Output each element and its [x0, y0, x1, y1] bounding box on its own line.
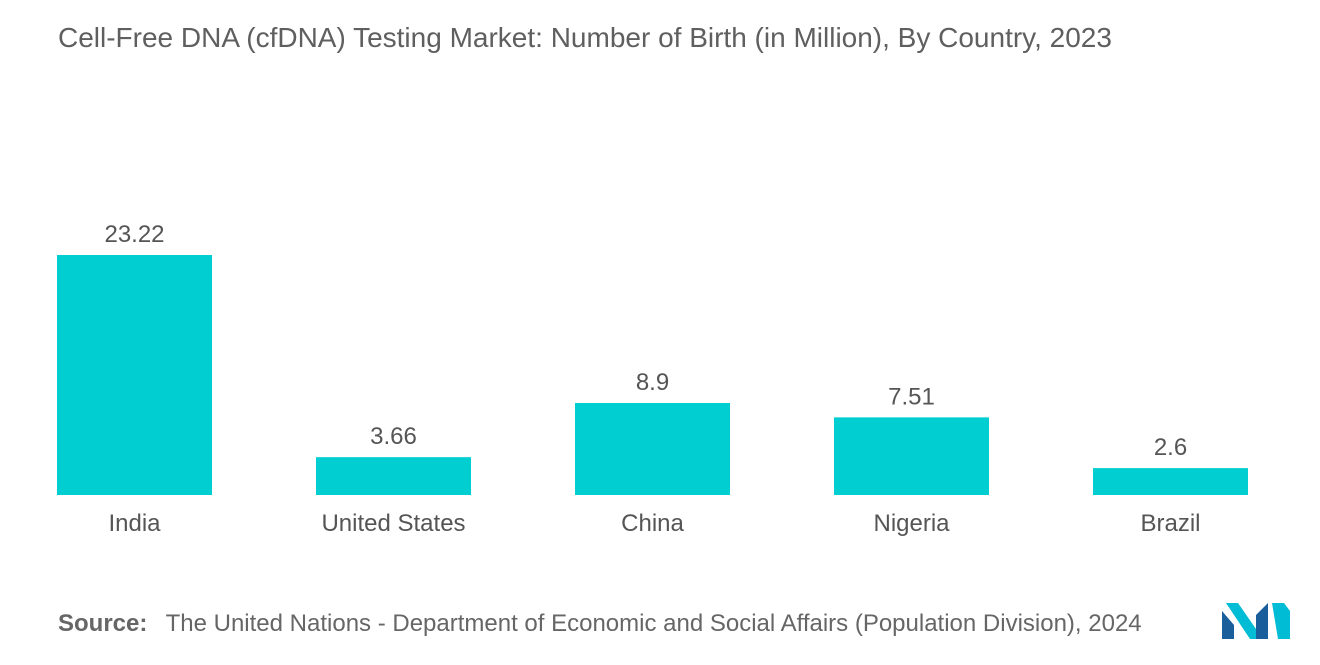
bar-china	[575, 403, 730, 495]
bar-chart: 23.22 3.66 8.9 7.51 2.6 India United States Ch…	[57, 221, 1248, 537]
bar-india	[57, 255, 212, 495]
category-label-india: India	[108, 510, 161, 537]
source-note: Source: The United Nations - Department …	[58, 610, 1142, 638]
category-labels-group: India United States China Nigeria Brazil	[108, 510, 1200, 537]
source-label: Source:	[58, 610, 148, 637]
bar-nigeria	[834, 417, 989, 495]
value-label-brazil: 2.6	[1154, 434, 1187, 461]
mordor-intelligence-logo-icon	[1222, 603, 1290, 639]
bar-brazil	[1093, 468, 1248, 495]
source-text: The United Nations - Department of Econo…	[165, 610, 1142, 637]
value-labels-group: 23.22 3.66 8.9 7.51 2.6	[104, 221, 1187, 461]
value-label-china: 8.9	[636, 369, 669, 396]
value-label-nigeria: 7.51	[888, 383, 935, 410]
category-label-brazil: Brazil	[1140, 510, 1200, 537]
value-label-india: 23.22	[104, 221, 164, 248]
bars-group	[57, 255, 1248, 495]
category-label-nigeria: Nigeria	[873, 510, 950, 537]
value-label-united-states: 3.66	[370, 423, 417, 450]
category-label-united-states: United States	[321, 510, 465, 537]
category-label-china: China	[621, 510, 684, 537]
bar-united-states	[316, 457, 471, 495]
chart-title: Cell-Free DNA (cfDNA) Testing Market: Nu…	[58, 22, 1112, 53]
